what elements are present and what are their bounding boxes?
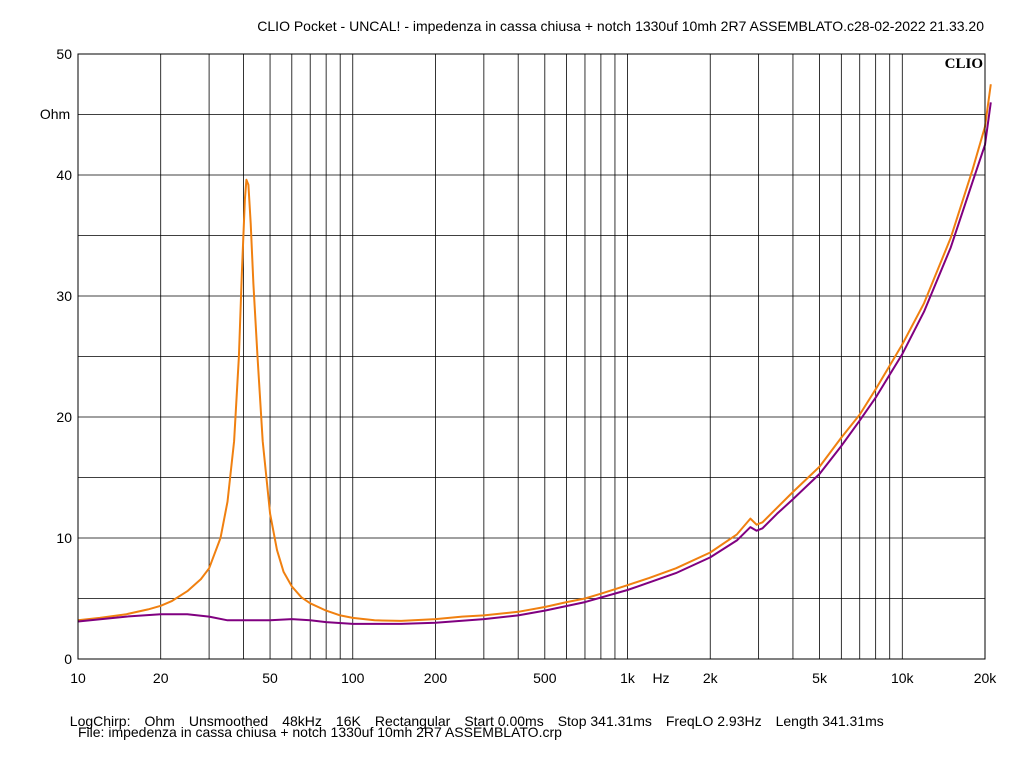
- y-tick-label: 10: [56, 530, 72, 546]
- impedance-curve-purple: [77, 102, 992, 625]
- x-tick-label: 200: [424, 670, 448, 686]
- footer-smoothing: Unsmoothed: [188, 713, 269, 729]
- measurement-settings: LogChirp: Ohm Unsmoothed 48kHz 16K Rectangula…: [62, 697, 898, 729]
- y-tick-label: 20: [56, 409, 72, 425]
- y-tick-label: 0: [64, 651, 72, 667]
- footer-stop: Stop 341.31ms: [557, 713, 652, 729]
- x-tick-label: 500: [533, 670, 557, 686]
- footer-length: Length 341.31ms: [775, 713, 884, 729]
- x-tick-label: 2k: [703, 670, 719, 686]
- plot-frame: [77, 53, 986, 660]
- x-tick-label: 5k: [812, 670, 828, 686]
- y-tick-label: 40: [56, 167, 72, 183]
- x-tick-label: 10k: [891, 670, 915, 686]
- y-tick-label: 30: [56, 288, 72, 304]
- x-tick-labels: 10 20 50 100 200 500 1k 2k 5k 10k 20k: [70, 670, 997, 686]
- y-tick-label: 50: [56, 46, 72, 62]
- footer-freqlo: FreqLO 2.93Hz: [665, 713, 762, 729]
- footer-samplerate: 48kHz: [282, 713, 322, 729]
- curves: [77, 84, 992, 625]
- footer-mode: LogChirp:: [69, 713, 131, 729]
- x-tick-label: 50: [262, 670, 278, 686]
- footer-window: Rectangular: [374, 713, 451, 729]
- footer-unit: Ohm: [144, 713, 175, 729]
- x-tick-label: 20: [153, 670, 169, 686]
- x-tick-label: 100: [341, 670, 365, 686]
- impedance-curve-orange: [77, 84, 992, 622]
- grid-lines: [78, 54, 985, 659]
- chart-title: CLIO Pocket - UNCAL! - impedenza in cass…: [257, 18, 984, 34]
- x-tick-label: 20k: [974, 670, 998, 686]
- y-tick-labels: 0 10 20 30 40 50: [56, 46, 72, 667]
- footer-size: 16K: [335, 713, 361, 729]
- file-name: File: impedenza in cassa chiusa + notch …: [78, 724, 562, 740]
- clio-logo: CLIO: [945, 56, 983, 72]
- x-tick-label: 10: [70, 670, 86, 686]
- y-axis-label: Ohm: [40, 106, 70, 122]
- x-tick-label: 1k: [620, 670, 636, 686]
- x-axis-label: Hz: [652, 670, 669, 686]
- footer-start: Start 0.00ms: [464, 713, 544, 729]
